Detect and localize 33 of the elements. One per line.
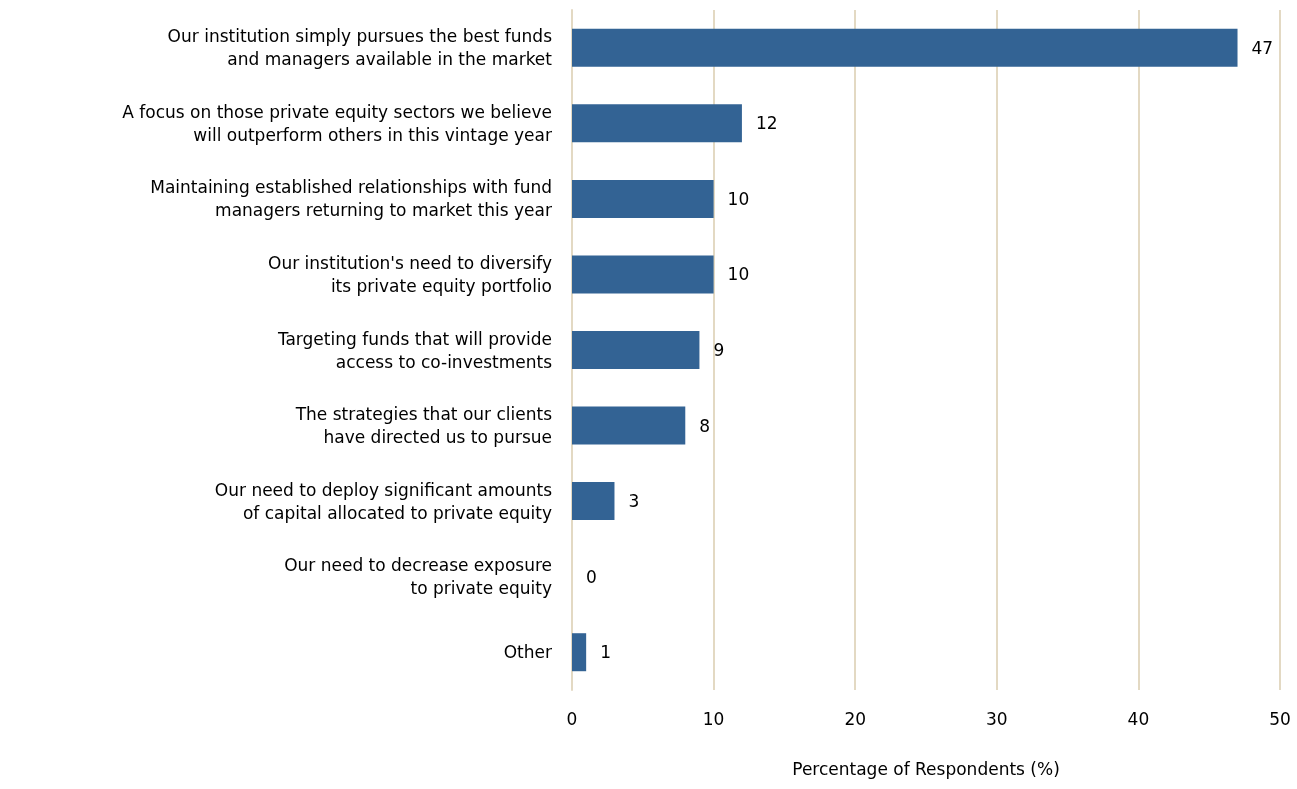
- y-tick-label: A focus on those private equity sectors we believe will outperform others in this vintage year: [122, 101, 552, 145]
- bar: [572, 179, 714, 218]
- x-tick-label: 40: [1127, 708, 1150, 729]
- y-tick-label: Our institution simply pursues the best funds and managers available in the market: [167, 26, 553, 70]
- bar: [572, 633, 587, 672]
- data-label: 9: [713, 340, 725, 360]
- y-tick-label: Maintaining established relationships with fund managers returning to market this year: [150, 177, 552, 221]
- y-tick-label: Our institution's need to diversify its private equity portfolio: [268, 252, 552, 296]
- x-tick-label: 50: [1269, 708, 1291, 729]
- data-label: 47: [1251, 37, 1274, 58]
- data-label: 3: [628, 491, 640, 512]
- data-label: 0: [586, 566, 597, 587]
- x-axis-title: Percentage of Respondents (%): [792, 758, 1060, 779]
- data-label: 1: [600, 642, 611, 663]
- y-tick-label: Our need to decrease exposure to private equity: [284, 555, 552, 599]
- x-tick-label: 10: [702, 708, 725, 729]
- bar: [572, 104, 742, 143]
- y-tick-label: The strategies that our clients have directed us to pursue: [294, 404, 553, 448]
- x-tick-label: 20: [844, 708, 867, 729]
- bar: [572, 255, 714, 294]
- data-label: 10: [727, 188, 750, 209]
- x-tick-label: 30: [985, 708, 1008, 729]
- bar: [572, 482, 615, 521]
- data-label: 8: [699, 415, 711, 436]
- y-tick-label: Other: [503, 642, 552, 663]
- y-tick-label: Targeting funds that will provide access to co-investments: [276, 328, 553, 372]
- data-label: 12: [755, 113, 778, 134]
- bar: [572, 406, 686, 445]
- x-tick-label: 0: [566, 708, 578, 729]
- bar: [572, 331, 700, 369]
- bar: [572, 28, 1238, 67]
- data-label: 10: [727, 264, 750, 285]
- y-tick-label: Our need to deploy significant amounts of capital allocated to private equity: [214, 479, 553, 523]
